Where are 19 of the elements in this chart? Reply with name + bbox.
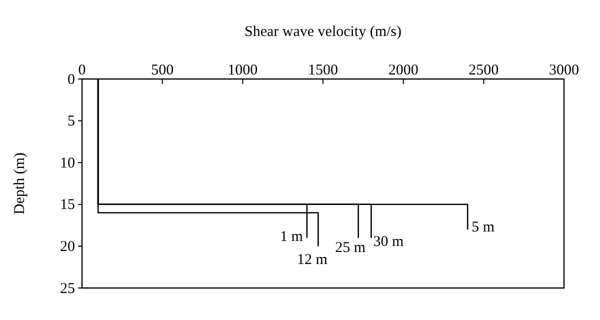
- x-axis-title: Shear wave velocity (m/s): [244, 24, 402, 40]
- x-tick-label: 2500: [468, 62, 499, 78]
- series-label: 12 m: [296, 252, 328, 268]
- x-tick-label: 1000: [228, 62, 258, 78]
- y-tick-label: 15: [60, 197, 75, 214]
- x-tick-label: 2000: [388, 62, 418, 78]
- series-label: 25 m: [335, 240, 366, 256]
- x-tick-label: 3000: [549, 62, 579, 78]
- y-axis-title: Depth (m): [12, 152, 28, 215]
- x-tick-label: 500: [151, 62, 174, 78]
- y-tick-label: 25: [60, 280, 75, 297]
- y-tick-label: 10: [60, 155, 75, 172]
- x-tick-label: 1500: [308, 62, 338, 78]
- series-label: 5 m: [472, 219, 495, 236]
- series-label: 30 m: [373, 234, 404, 250]
- series-label: 1 m: [280, 228, 304, 245]
- y-tick-label: 20: [60, 239, 75, 255]
- x-tick-label: 0: [78, 62, 86, 78]
- y-tick-label: 5: [68, 114, 75, 130]
